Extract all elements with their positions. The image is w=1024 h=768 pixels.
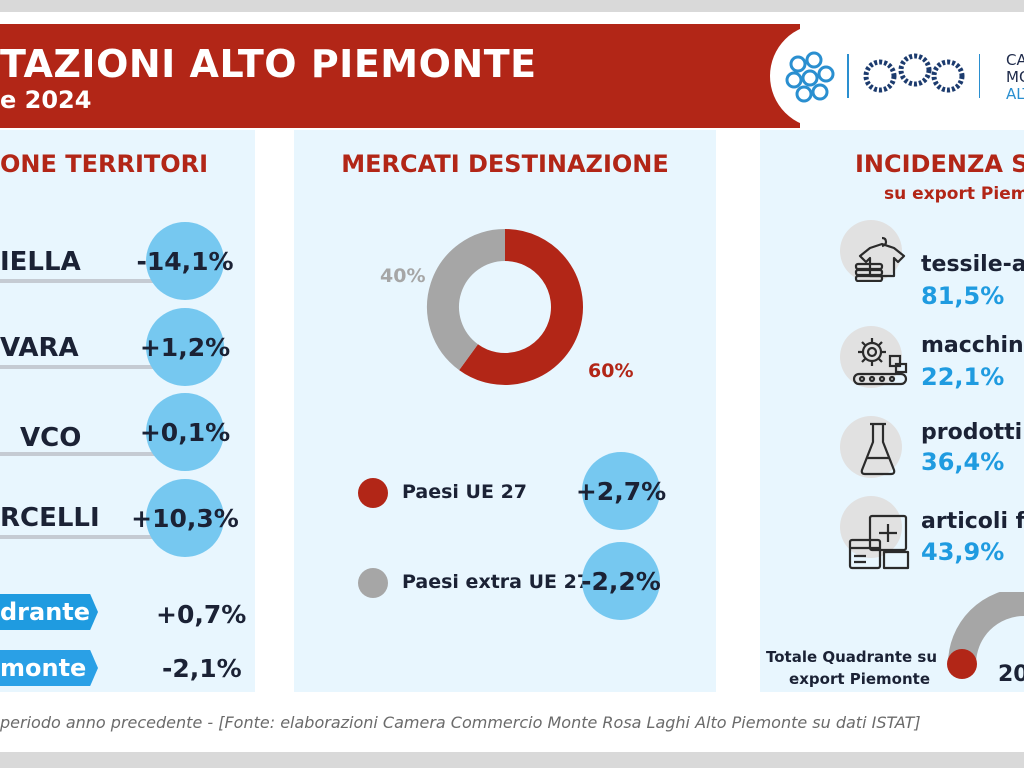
incidenza-panel — [760, 130, 1024, 692]
incidenza-subtitle: su export Piem — [884, 184, 1024, 204]
donut-label-extra: 40% — [380, 265, 426, 287]
territorio-name: IELLA — [0, 247, 81, 277]
sector-name: macchinari — [921, 333, 1024, 358]
mercati-title: MERCATI DESTINAZIONE — [341, 150, 669, 178]
legend-label: Paesi UE 27 — [402, 481, 528, 503]
page-title: TAZIONI ALTO PIEMONTE — [0, 42, 537, 86]
underline — [0, 535, 160, 539]
piemonte-label: monte — [0, 654, 87, 682]
territorio-value-badge: -14,1% — [136, 222, 234, 300]
sector-name: prodotti ch — [921, 420, 1024, 445]
legend-dot — [358, 568, 388, 598]
territori-title: ONE TERRITORI — [0, 150, 209, 178]
destination-donut-chart — [427, 229, 583, 385]
header-banner — [0, 24, 800, 128]
logo-text-3: ALT — [1006, 85, 1024, 103]
chemistry-flask-icon — [860, 422, 896, 476]
donut-label-ue: 60% — [588, 360, 634, 382]
page-subtitle: e 2024 — [0, 86, 92, 114]
clothing-icon — [854, 236, 906, 282]
territorio-name: RCELLI — [0, 503, 100, 533]
quadrante-label: drante — [0, 598, 91, 626]
mercati-panel — [294, 130, 716, 692]
legend-label: Paesi extra UE 27 — [402, 571, 591, 593]
legend-dot — [358, 478, 388, 508]
donut-segment-extra — [427, 229, 506, 371]
machinery-icon — [852, 338, 908, 386]
sector-value: 43,9% — [921, 538, 1005, 566]
underline — [0, 452, 160, 456]
bottom-bar — [0, 752, 1024, 768]
sector-name: articoli farm — [921, 509, 1024, 534]
logo-area: CA MO ALT — [770, 24, 1024, 128]
incidenza-title: INCIDENZA SE — [855, 150, 1024, 178]
underline — [0, 279, 160, 283]
pharmacy-icon — [848, 514, 910, 570]
chamber-logo-icon — [785, 51, 980, 103]
logo-text-1: CA — [1006, 51, 1024, 69]
legend-value-badge: +2,7% — [576, 452, 666, 530]
underline — [0, 365, 160, 369]
piemonte-value: -2,1% — [162, 654, 242, 683]
territorio-name: VARA — [0, 333, 79, 363]
total-label-line2: export Piemonte — [789, 670, 930, 688]
total-label-line1: Totale Quadrante su — [766, 648, 938, 666]
total-value: 20 — [998, 662, 1024, 687]
sector-value: 81,5% — [921, 282, 1005, 310]
logo-text-2: MO — [1006, 68, 1024, 86]
territorio-value-badge: +0,1% — [140, 393, 230, 471]
footnote: periodo anno precedente - [Fonte: elabor… — [0, 713, 921, 732]
legend-value-badge: -2,2% — [581, 542, 661, 620]
total-gauge — [947, 592, 1024, 679]
quadrante-label-arrow: drante — [0, 594, 98, 630]
quadrante-value: +0,7% — [156, 600, 247, 629]
sector-name: tessile-abb — [921, 252, 1024, 277]
territorio-value-badge: +10,3% — [131, 479, 239, 557]
piemonte-label-arrow: monte — [0, 650, 98, 686]
top-bar — [0, 0, 1024, 12]
territorio-value-badge: +1,2% — [140, 308, 230, 386]
territorio-name: VCO — [20, 423, 82, 453]
sector-value: 36,4% — [921, 448, 1005, 476]
donut-segment-ue — [459, 229, 583, 385]
sector-value: 22,1% — [921, 363, 1005, 391]
